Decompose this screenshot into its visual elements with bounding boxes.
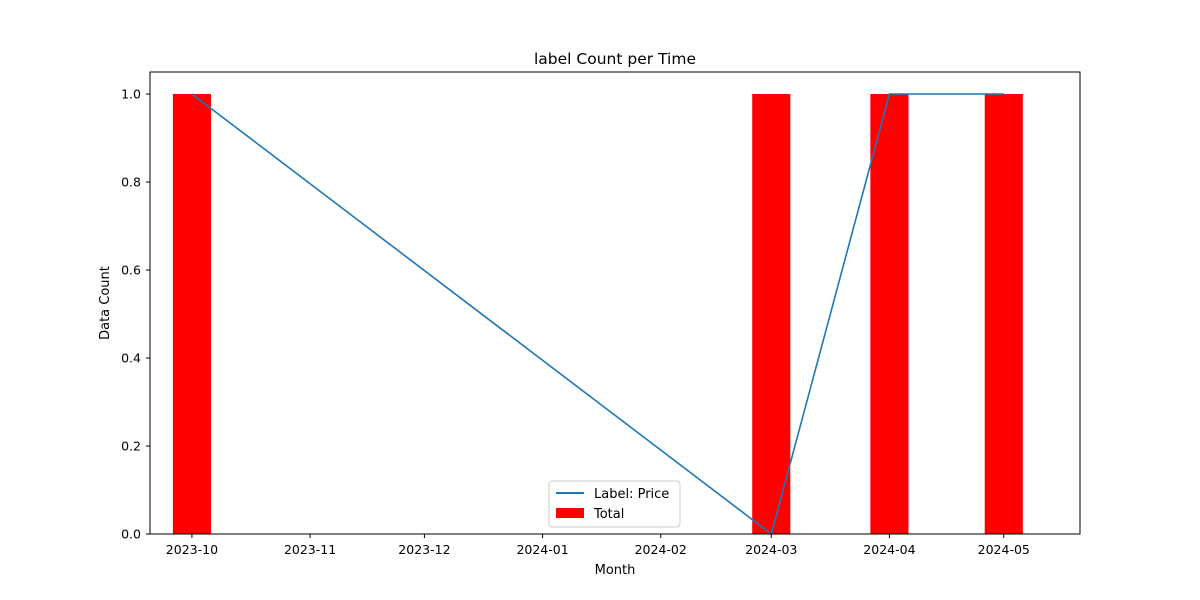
y-tick-label: 0.4 — [121, 351, 141, 366]
legend: Label: Price Total — [548, 480, 681, 528]
y-tick-label: 1.0 — [121, 87, 141, 102]
bar-total-2024-05 — [984, 94, 1023, 534]
bar-total-2024-04 — [870, 94, 909, 534]
y-tick-label: 0.8 — [121, 175, 141, 190]
bar-total-2024-03 — [752, 94, 791, 534]
y-tick-label: 0.0 — [121, 527, 141, 542]
x-axis-label: Month — [595, 563, 636, 578]
x-tick-label: 2024-01 — [516, 542, 568, 557]
x-tick-label: 2024-05 — [978, 542, 1030, 557]
legend-label-price: Label: Price — [594, 487, 669, 502]
x-tick-label: 2023-10 — [166, 542, 218, 557]
legend-label-total: Total — [593, 507, 624, 522]
y-axis: 0.0 0.2 0.4 0.6 0.8 1.0 — [121, 87, 150, 542]
x-tick-label: 2024-03 — [745, 542, 797, 557]
y-tick-label: 0.2 — [121, 439, 141, 454]
x-tick-label: 2024-02 — [635, 542, 687, 557]
legend-bar-swatch — [556, 508, 584, 518]
bar-total-2023-10 — [172, 94, 211, 534]
plot-area — [172, 93, 1023, 536]
chart-title: label Count per Time — [534, 50, 696, 68]
x-tick-label: 2023-12 — [398, 542, 450, 557]
x-tick-label: 2024-04 — [863, 542, 915, 557]
y-tick-label: 0.6 — [121, 263, 141, 278]
y-axis-label: Data Count — [98, 266, 113, 340]
axes-frame — [149, 71, 1081, 535]
x-tick-label: 2023-11 — [284, 542, 336, 557]
x-axis: 2023-10 2023-11 2023-12 2024-01 2024-02 2024-… — [166, 534, 1030, 557]
series-line-price — [191, 93, 1004, 536]
